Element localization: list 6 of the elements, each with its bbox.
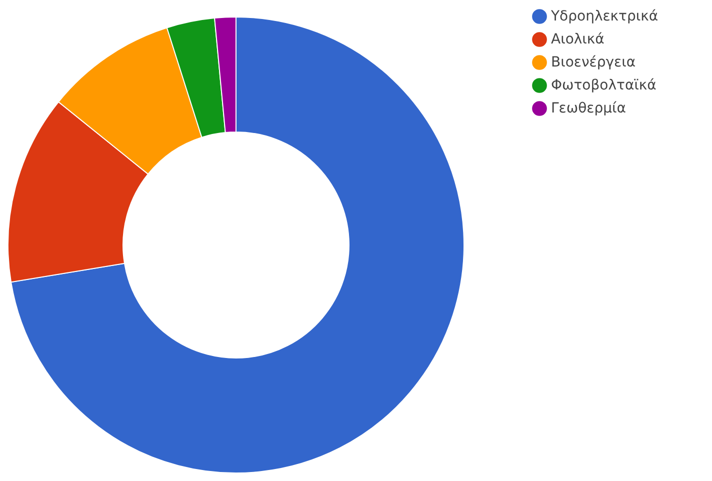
legend-label: Γεωθερμία: [551, 100, 626, 116]
legend-label: Αιολικά: [551, 32, 604, 48]
legend-label: Φωτοβολταϊκά: [551, 78, 656, 94]
legend-label: Βιοενέργεια: [551, 54, 636, 70]
legend-label: Υδροηλεκτρικά: [550, 8, 658, 24]
donut-slice: [10, 16, 464, 474]
